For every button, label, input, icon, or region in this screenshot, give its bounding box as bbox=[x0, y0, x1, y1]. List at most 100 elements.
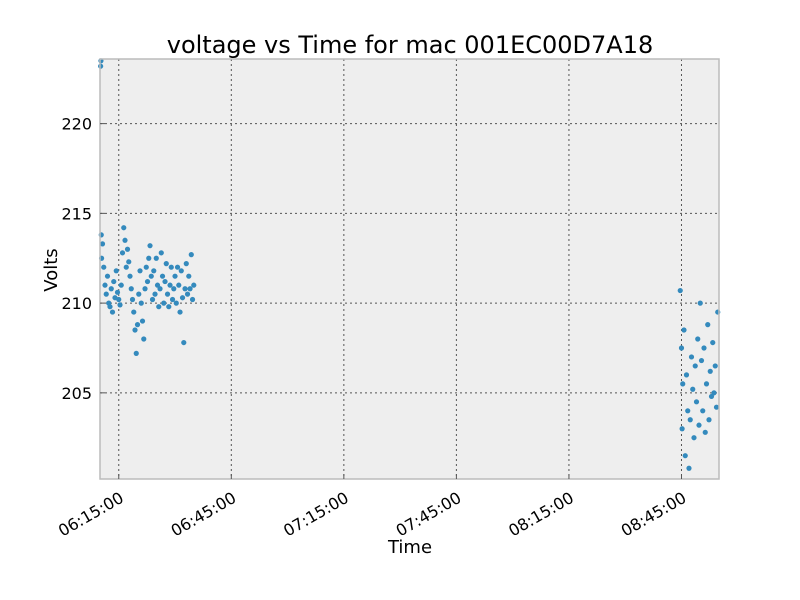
data-point bbox=[141, 336, 147, 342]
data-point bbox=[147, 243, 153, 249]
data-point bbox=[188, 252, 194, 258]
data-point bbox=[126, 259, 132, 265]
data-point bbox=[174, 264, 181, 270]
y-axis-label: Volts bbox=[41, 248, 62, 291]
data-point bbox=[706, 417, 712, 423]
data-point bbox=[123, 264, 129, 270]
data-point bbox=[701, 345, 707, 351]
data-point bbox=[693, 399, 700, 405]
data-point bbox=[678, 345, 685, 351]
data-point bbox=[138, 300, 144, 306]
data-point bbox=[683, 372, 690, 378]
data-point bbox=[132, 327, 138, 333]
x-tick-label: 06:45:00 bbox=[168, 488, 240, 540]
data-point bbox=[159, 273, 166, 279]
grid-lines bbox=[100, 59, 719, 479]
data-point bbox=[146, 255, 152, 261]
data-point bbox=[680, 381, 686, 387]
data-point bbox=[696, 422, 702, 428]
data-point bbox=[119, 250, 126, 256]
data-point bbox=[113, 268, 119, 274]
data-point bbox=[133, 350, 139, 356]
data-point bbox=[151, 268, 157, 274]
data-point bbox=[688, 354, 695, 360]
data-point bbox=[186, 273, 192, 279]
data-point bbox=[679, 426, 685, 432]
data-point bbox=[173, 300, 179, 306]
data-point bbox=[107, 304, 113, 310]
data-point bbox=[144, 278, 151, 285]
data-point bbox=[705, 322, 711, 328]
data-point bbox=[703, 381, 710, 387]
data-point bbox=[181, 339, 187, 346]
y-tick-label: 210 bbox=[61, 294, 92, 313]
data-point bbox=[686, 465, 692, 471]
data-points bbox=[98, 58, 721, 471]
y-tick-label: 215 bbox=[61, 204, 92, 223]
data-point bbox=[99, 241, 106, 247]
data-point bbox=[142, 286, 148, 292]
data-point bbox=[702, 429, 708, 435]
data-point bbox=[712, 363, 718, 369]
data-point bbox=[169, 296, 176, 303]
data-point bbox=[136, 291, 142, 297]
plot-frame bbox=[99, 58, 720, 480]
data-point bbox=[153, 255, 159, 261]
y-axis-ticks: 205 210 215 220 bbox=[61, 115, 105, 403]
data-point bbox=[178, 268, 184, 274]
data-point bbox=[152, 291, 158, 297]
data-point bbox=[711, 390, 717, 396]
data-point bbox=[700, 408, 706, 414]
data-point bbox=[117, 302, 123, 308]
data-point bbox=[162, 278, 168, 285]
x-tick-label: 08:15:00 bbox=[505, 488, 577, 540]
data-point bbox=[687, 417, 693, 423]
data-point bbox=[166, 304, 172, 310]
data-point bbox=[187, 286, 193, 292]
data-point bbox=[183, 261, 189, 267]
data-point bbox=[122, 237, 128, 243]
data-point bbox=[102, 282, 108, 288]
data-point bbox=[685, 408, 691, 414]
chart-title: voltage vs Time for mac 001EC00D7A18 bbox=[167, 31, 654, 59]
data-point bbox=[172, 273, 178, 279]
data-point bbox=[163, 261, 169, 267]
data-point bbox=[149, 296, 156, 303]
y-tick-label: 220 bbox=[61, 115, 92, 134]
data-point bbox=[692, 363, 698, 369]
data-point bbox=[118, 282, 124, 288]
data-point bbox=[148, 273, 154, 279]
data-point bbox=[191, 282, 197, 288]
data-point bbox=[143, 264, 149, 270]
x-tick-label: 07:45:00 bbox=[393, 488, 465, 540]
data-point bbox=[189, 296, 196, 303]
data-point bbox=[104, 273, 111, 279]
data-point bbox=[129, 296, 136, 303]
x-tick-label: 08:45:00 bbox=[618, 488, 690, 540]
data-point bbox=[168, 264, 174, 270]
data-point bbox=[139, 318, 146, 324]
data-point bbox=[108, 286, 114, 292]
data-point bbox=[697, 300, 703, 306]
y-tick-label: 205 bbox=[61, 384, 92, 403]
data-point bbox=[177, 309, 183, 315]
data-point bbox=[677, 287, 683, 294]
data-point bbox=[114, 289, 121, 295]
data-point bbox=[127, 273, 133, 279]
data-point bbox=[116, 296, 122, 303]
x-tick-label: 06:15:00 bbox=[55, 488, 127, 540]
data-point bbox=[157, 286, 163, 292]
data-point bbox=[179, 295, 186, 301]
data-point bbox=[134, 322, 141, 328]
data-point bbox=[710, 339, 716, 346]
data-point bbox=[682, 453, 688, 459]
data-point bbox=[681, 327, 687, 333]
data-point bbox=[131, 309, 137, 315]
data-point bbox=[158, 250, 164, 256]
data-point bbox=[103, 291, 109, 297]
data-point bbox=[176, 282, 182, 288]
x-axis-label: Time bbox=[387, 537, 432, 558]
data-point bbox=[109, 309, 116, 315]
data-point bbox=[137, 268, 143, 274]
